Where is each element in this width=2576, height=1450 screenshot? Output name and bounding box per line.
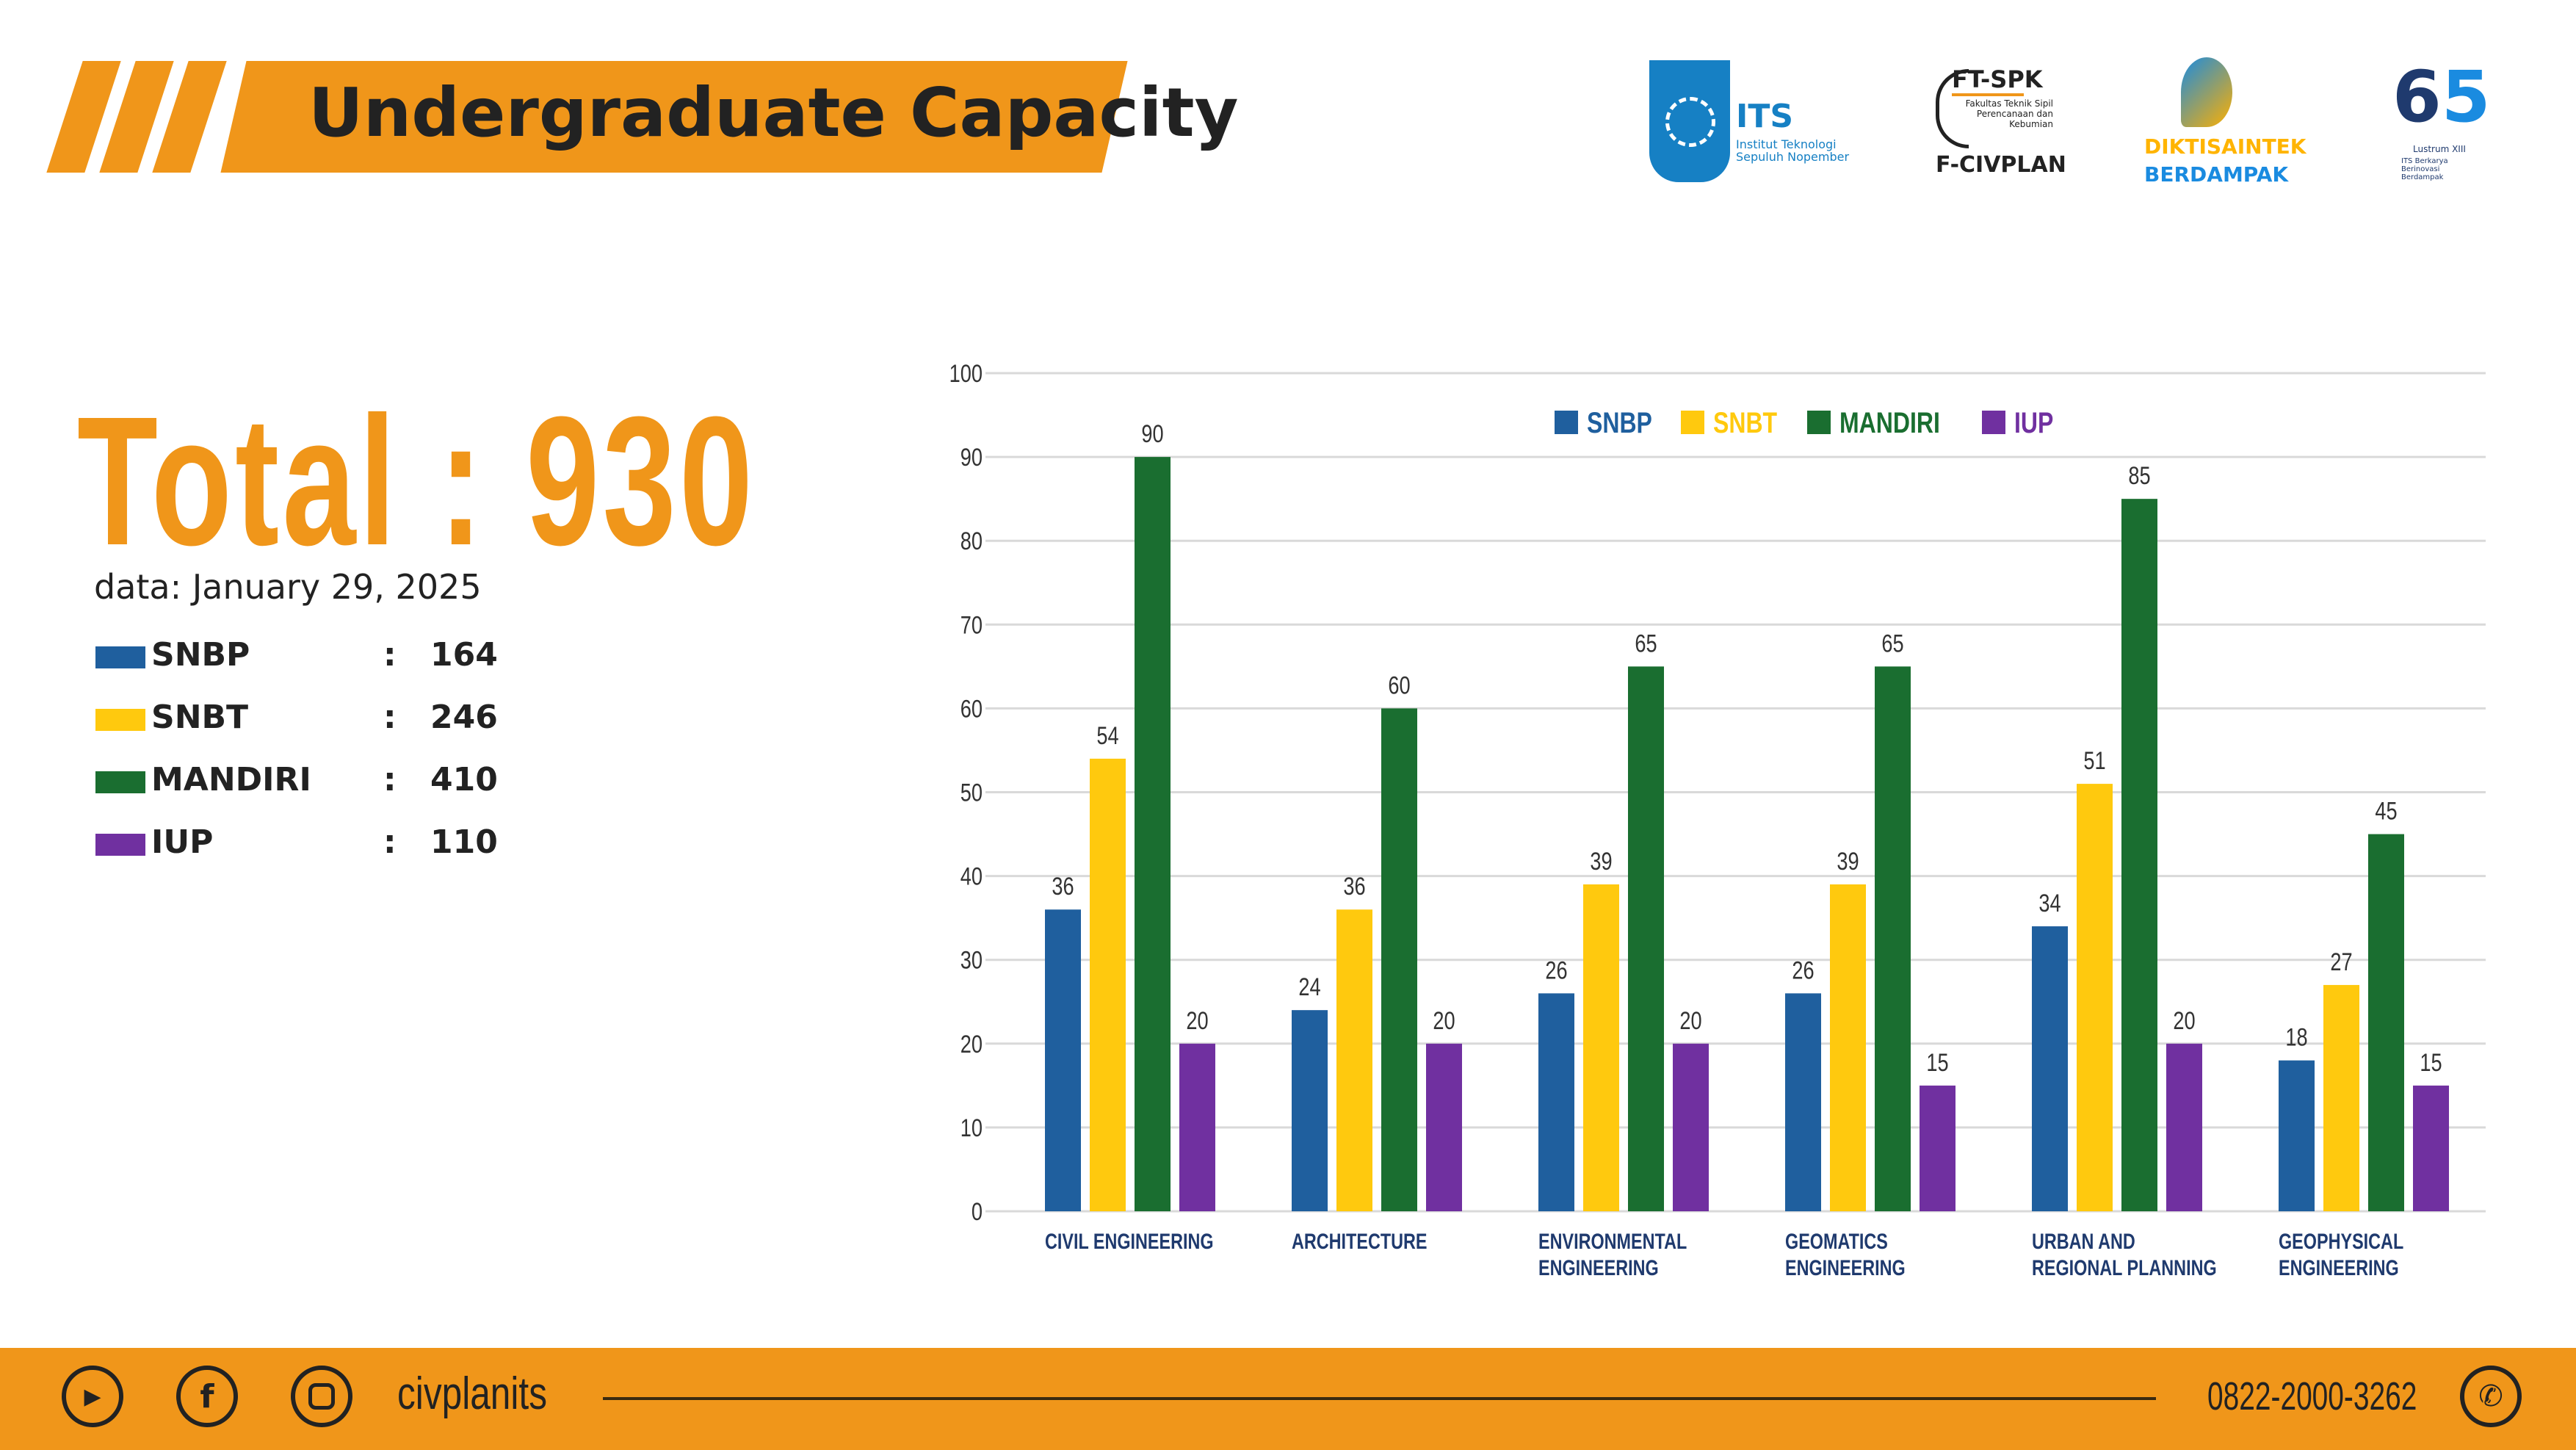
y-tick-label: 100 bbox=[949, 359, 983, 388]
bar-mandiri bbox=[1135, 457, 1171, 1211]
y-tick-label: 90 bbox=[960, 443, 983, 472]
data-label: 54 bbox=[1096, 721, 1118, 750]
y-tick-label: 60 bbox=[960, 694, 983, 723]
category-label: GEOPHYSICAL bbox=[2279, 1229, 2403, 1253]
category-label: ENVIRONMENTAL bbox=[1538, 1229, 1687, 1253]
y-tick-label: 10 bbox=[960, 1114, 983, 1142]
legend-label-snbt: SNBT bbox=[1713, 406, 1777, 439]
data-label: 24 bbox=[1298, 973, 1320, 1001]
bar-snbp bbox=[2279, 1060, 2315, 1211]
swatch bbox=[95, 834, 145, 856]
data-label: 34 bbox=[2038, 889, 2061, 917]
legend-swatch-snbp bbox=[1555, 411, 1578, 434]
bar-snbt bbox=[1583, 884, 1619, 1211]
data-label: 65 bbox=[1881, 629, 1903, 657]
data-label: 36 bbox=[1343, 872, 1365, 901]
category-label: ENGINEERING bbox=[2279, 1255, 2399, 1280]
bar-iup bbox=[1426, 1043, 1462, 1211]
data-label: 20 bbox=[1433, 1006, 1455, 1035]
bar-mandiri bbox=[1628, 666, 1664, 1211]
category-label: URBAN AND bbox=[2032, 1229, 2135, 1253]
data-label: 36 bbox=[1052, 872, 1074, 901]
category-label: GEOMATICS bbox=[1785, 1229, 1888, 1253]
data-label: 51 bbox=[2083, 746, 2105, 775]
legend-swatch-iup bbox=[1982, 411, 2005, 434]
bar-snbt bbox=[2323, 984, 2359, 1211]
data-label: 60 bbox=[1388, 671, 1410, 699]
data-label: 15 bbox=[2420, 1048, 2442, 1077]
bar-mandiri bbox=[1381, 708, 1417, 1211]
facebook-icon[interactable]: f bbox=[176, 1366, 238, 1427]
data-label: 26 bbox=[1545, 956, 1567, 984]
bar-iup bbox=[2413, 1085, 2449, 1211]
data-label: 20 bbox=[2173, 1006, 2195, 1035]
bar-snbt bbox=[1090, 758, 1126, 1211]
bar-snbt bbox=[1336, 909, 1372, 1211]
y-tick-label: 30 bbox=[960, 946, 983, 975]
legend-label-snbp: SNBP bbox=[1587, 406, 1652, 439]
legend-swatch-snbt bbox=[1681, 411, 1704, 434]
bar-snbp bbox=[2032, 926, 2068, 1211]
legend-swatch-mandiri bbox=[1807, 411, 1831, 434]
bar-iup bbox=[2166, 1043, 2202, 1211]
category-label: REGIONAL PLANNING bbox=[2032, 1255, 2217, 1280]
bar-snbp bbox=[1045, 909, 1081, 1211]
data-label: 15 bbox=[1926, 1048, 1948, 1077]
data-label: 26 bbox=[1792, 956, 1814, 984]
bar-iup bbox=[1920, 1085, 1955, 1211]
data-label: 20 bbox=[1186, 1006, 1208, 1035]
y-tick-label: 0 bbox=[972, 1197, 983, 1226]
bar-snbp bbox=[1785, 993, 1821, 1211]
category-label: CIVIL ENGINEERING bbox=[1045, 1229, 1214, 1253]
social-handle[interactable]: civplanits bbox=[397, 1368, 547, 1419]
bar-iup bbox=[1673, 1043, 1709, 1211]
data-label: 18 bbox=[2285, 1023, 2307, 1052]
whatsapp-icon[interactable]: ✆ bbox=[2460, 1366, 2522, 1427]
data-label: 39 bbox=[1590, 847, 1612, 876]
data-label: 27 bbox=[2330, 948, 2352, 976]
category-label: ARCHITECTURE bbox=[1292, 1229, 1428, 1253]
category-label: ENGINEERING bbox=[1785, 1255, 1906, 1280]
bar-chart: 0 10 20 30 40 50 60 70 80 90 100 36 54 90 20 CIVIL ENGI… bbox=[949, 359, 2486, 1280]
legend-label-mandiri: MANDIRI bbox=[1839, 406, 1940, 439]
its-logo: ITS Institut Teknologi Sepuluh Nopember bbox=[1649, 60, 1849, 182]
bar-snbp bbox=[1292, 1010, 1328, 1211]
bar-mandiri bbox=[2368, 834, 2404, 1211]
swatch bbox=[95, 709, 145, 731]
y-tick-label: 20 bbox=[960, 1030, 983, 1058]
footer-divider bbox=[603, 1397, 2156, 1400]
data-label: 90 bbox=[1141, 419, 1163, 448]
bar-iup bbox=[1179, 1043, 1215, 1211]
instagram-icon[interactable] bbox=[291, 1366, 352, 1427]
swatch bbox=[95, 771, 145, 793]
data-label: 20 bbox=[1679, 1006, 1701, 1035]
y-tick-label: 50 bbox=[960, 779, 983, 807]
phone-number[interactable]: 0822-2000-3262 bbox=[2207, 1374, 2417, 1418]
bar-snbt bbox=[1830, 884, 1866, 1211]
data-label: 39 bbox=[1837, 847, 1859, 876]
page-title: Undergraduate Capacity bbox=[308, 73, 1239, 152]
legend-label-iup: IUP bbox=[2014, 406, 2053, 439]
data-date: data: January 29, 2025 bbox=[94, 567, 482, 607]
data-label: 45 bbox=[2375, 797, 2397, 826]
swatch bbox=[95, 646, 145, 668]
bar-snbt bbox=[2077, 784, 2113, 1211]
data-label: 65 bbox=[1635, 629, 1657, 657]
y-tick-label: 70 bbox=[960, 610, 983, 639]
bar-mandiri bbox=[2121, 499, 2157, 1211]
data-label: 85 bbox=[2128, 461, 2150, 490]
bar-snbp bbox=[1538, 993, 1574, 1211]
category-label: ENGINEERING bbox=[1538, 1255, 1659, 1280]
bar-mandiri bbox=[1875, 666, 1911, 1211]
youtube-icon[interactable]: ▶ bbox=[62, 1366, 123, 1427]
y-tick-label: 40 bbox=[960, 862, 983, 891]
total-count: Total : 930 bbox=[77, 378, 756, 583]
y-tick-label: 80 bbox=[960, 527, 983, 555]
